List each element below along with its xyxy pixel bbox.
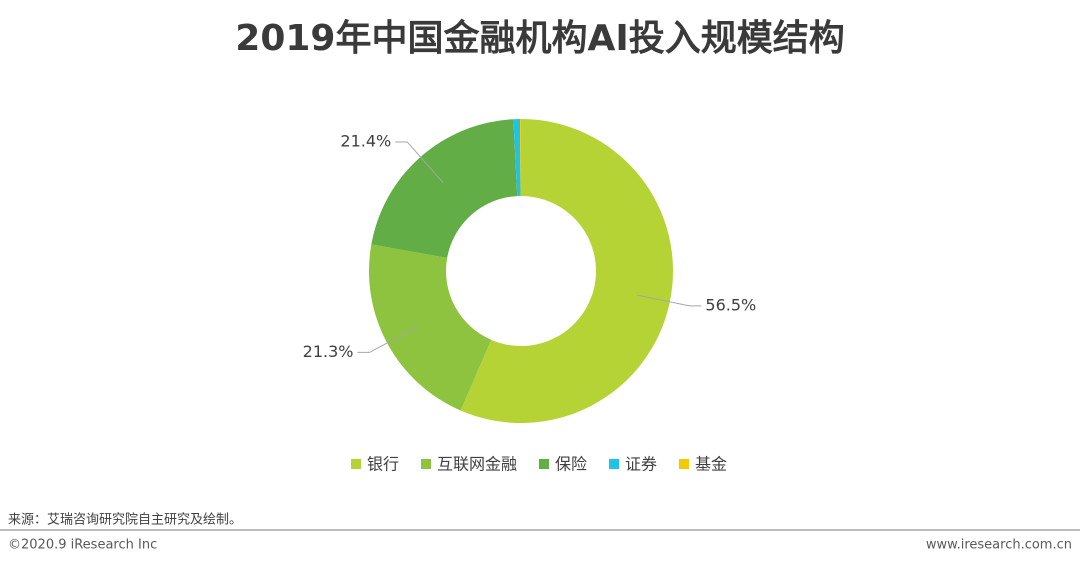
donut-slice — [368, 244, 492, 411]
legend-label: 银行 — [367, 455, 399, 474]
website: www.iresearch.com.cn — [926, 538, 1072, 553]
donut-slice — [460, 119, 673, 423]
donut-slice — [520, 119, 521, 197]
donut-slice — [513, 119, 521, 197]
legend-swatch — [421, 459, 431, 469]
legend-label: 证券 — [625, 455, 657, 474]
data-label: 21.3% — [303, 342, 354, 361]
chart-title: 2019年中国金融机构AI投入规模结构 — [235, 17, 844, 59]
source-note: 来源：艾瑞咨询研究院自主研究及绘制。 — [8, 513, 242, 528]
leader-line — [395, 141, 444, 183]
legend-swatch — [351, 459, 361, 469]
leader-line — [636, 294, 702, 307]
legend-label: 保险 — [555, 455, 587, 474]
legend-label: 互联网金融 — [437, 455, 517, 474]
data-label: 56.5% — [705, 295, 756, 314]
leader-line — [357, 326, 418, 353]
data-label: 21.4% — [340, 131, 391, 150]
copyright: ©2020.9 iResearch Inc — [8, 538, 157, 553]
legend-label: 基金 — [695, 455, 727, 474]
legend-swatch — [609, 459, 619, 469]
legend-swatch — [539, 459, 549, 469]
legend-swatch — [679, 459, 689, 469]
donut-slice — [371, 119, 518, 258]
